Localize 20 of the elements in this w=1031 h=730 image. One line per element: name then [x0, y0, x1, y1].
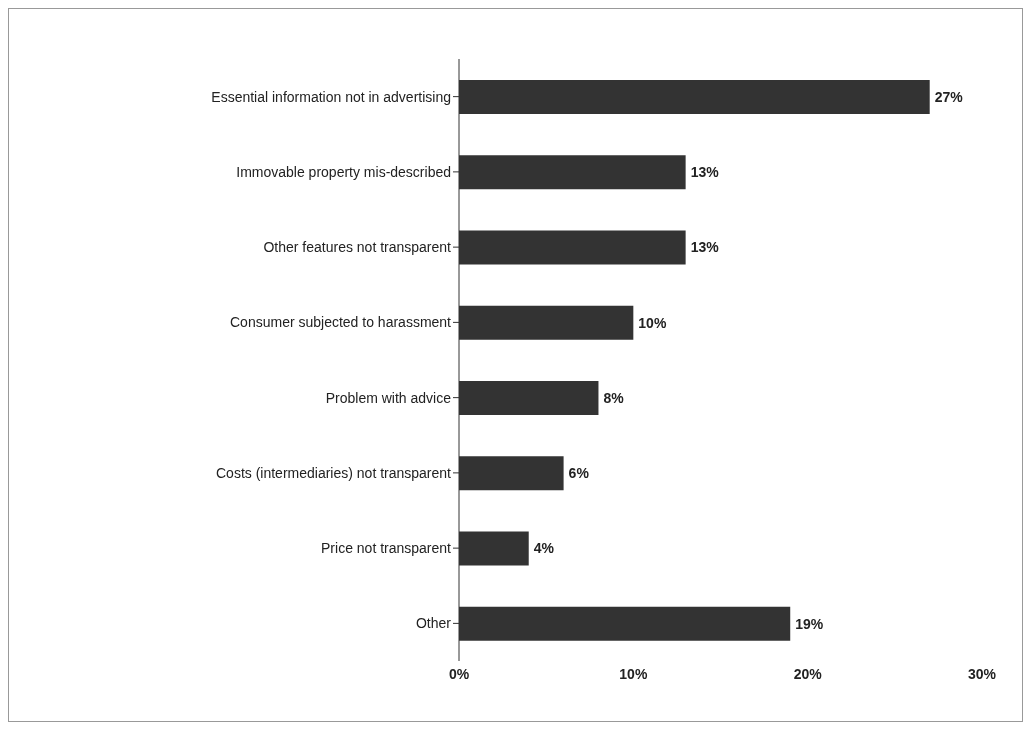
- y-tick-label: Price not transparent: [321, 540, 452, 557]
- data-label: 6%: [568, 465, 590, 482]
- x-tick-label: 0%: [448, 665, 470, 682]
- y-tick-label: Essential information not in advertising: [211, 88, 451, 105]
- data-label: 13%: [690, 164, 720, 181]
- data-label: 13%: [690, 239, 720, 256]
- data-label: 4%: [533, 540, 555, 557]
- data-label: 8%: [603, 389, 625, 406]
- x-tick-label: 30%: [967, 665, 997, 682]
- x-tick-label: 10%: [619, 665, 648, 682]
- y-tick-label: Costs (intermediaries) not transparent: [216, 464, 452, 481]
- y-tick-label: Consumer subjected to harassment: [230, 314, 452, 331]
- y-tick-label: Problem with advice: [325, 389, 452, 406]
- x-tick-label: 20%: [793, 665, 823, 682]
- y-tick-label: Other features not transparent: [263, 239, 452, 256]
- data-label: 27%: [934, 88, 964, 105]
- data-label: 10%: [638, 314, 667, 331]
- y-tick-label: Immovable property mis-described: [236, 163, 451, 180]
- y-tick-label: Other: [415, 615, 452, 632]
- data-label: 19%: [795, 615, 824, 632]
